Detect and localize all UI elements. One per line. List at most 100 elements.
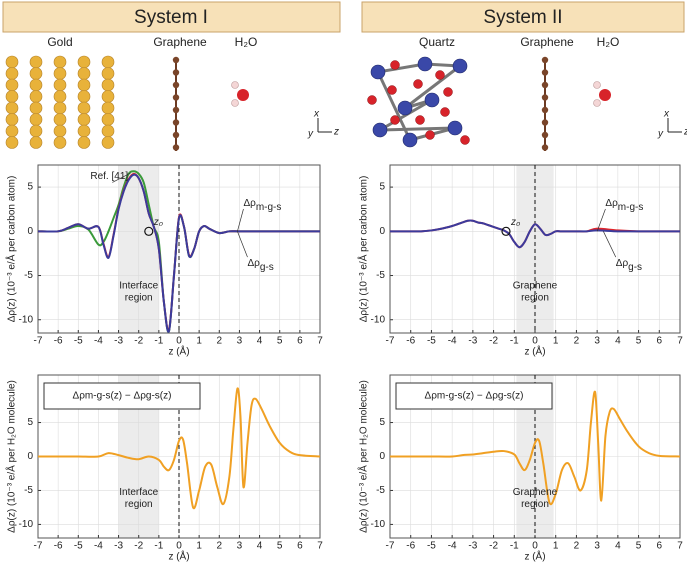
leader-line [596,208,606,232]
oxygen-atom [390,115,400,125]
gold-atom [5,136,19,149]
y-axis-label: Δρ(z) (10⁻³ e/Å per H₂O molecule) [5,380,18,533]
x-tick-label: -1 [154,336,163,347]
gold-atom [5,90,19,103]
carbon-atom [172,131,180,139]
gold-atom [53,55,67,69]
gold-atom [29,113,43,126]
z0-marker [501,226,511,236]
x-axis-label: z (Å) [168,550,189,563]
x-tick-label: -5 [427,541,436,552]
leader-line [112,172,131,183]
y-tick-label: -10 [371,314,386,325]
silicon-atom [452,58,468,74]
x-tick-label: 3 [237,336,243,347]
x-tick-label: 5 [636,336,642,347]
y-tick-label: -10 [19,519,34,530]
axis-glyph-label: y [307,129,314,140]
x-tick-label: -7 [386,336,395,347]
x-tick-label: 6 [297,336,303,347]
x-tick-label: 1 [553,336,559,347]
axis-glyph-label: x [663,109,670,120]
quartz-bond [404,64,461,110]
carbon-atom [172,119,180,126]
x-tick-label: 4 [257,541,263,552]
gold-atom [29,101,43,115]
x-tick-label: -1 [510,541,519,552]
leader-line [603,231,617,258]
gold-atom [77,55,91,69]
axis-glyph-label: z [333,127,339,138]
carbon-atom [172,56,180,64]
x-tick-label: -2 [134,336,143,347]
y-tick-label: 0 [27,451,33,462]
oxygen-atom [387,85,397,95]
silicon-atom [397,100,413,116]
silicon-atom [447,120,463,136]
data-line [38,387,321,510]
system-title: System II [483,7,562,28]
x-tick-label: 7 [317,541,323,552]
quartz-bond [376,71,412,141]
gold-atom [53,90,67,103]
gold-atom [5,101,19,115]
y-tick-label: -10 [19,314,34,325]
o-atom [237,89,249,101]
x-tick-label: 2 [574,336,580,347]
series-label: Ref. [41] [90,171,128,182]
z0-label: z₀ [510,217,520,228]
region-label: region [125,499,153,510]
gold-atom [77,124,91,138]
x-tick-label: 2 [574,541,580,552]
y-tick-label: 0 [27,226,33,237]
x-tick-label: 3 [594,336,600,347]
x-tick-label: -6 [54,541,63,552]
y-tick-label: -5 [24,270,33,281]
x-tick-label: -6 [54,336,63,347]
x-tick-label: 5 [636,541,642,552]
region-label: region [125,293,153,304]
x-tick-label: 4 [257,336,263,347]
x-tick-label: -1 [154,541,163,552]
gold-atom [101,101,115,115]
x-tick-label: 4 [615,336,621,347]
oxygen-atom [460,135,470,145]
gold-atom [101,124,115,138]
oxygen-atom [435,70,445,80]
x-tick-label: -5 [427,336,436,347]
region-label: Interface [119,281,158,292]
y-tick-label: 5 [379,182,385,193]
header-bar [2,1,341,33]
silicon-atom [372,122,388,138]
gold-atom [29,67,43,80]
x-tick-label: -3 [114,541,123,552]
gold-atom [101,90,115,103]
oxygen-atom [413,79,423,89]
h-atom [231,81,239,89]
carbon-atom [541,56,549,64]
axis-glyph-label: x [313,109,320,120]
x-tick-label: 3 [594,541,600,552]
gold-atom [77,113,91,126]
carbon-atom [541,131,549,139]
carbon-atom [541,81,549,89]
quartz-bond [379,126,456,132]
region-label: Graphene [513,487,558,498]
x-axis-label: z (Å) [524,345,545,358]
x-tick-label: -2 [134,541,143,552]
x-tick-label: -4 [94,336,103,347]
gold-atom [5,78,19,92]
y-tick-label: -5 [376,485,385,496]
x-tick-label: 6 [657,541,663,552]
x-tick-label: -7 [34,541,43,552]
x-tick-label: 0 [532,541,538,552]
gold-atom [77,90,91,103]
x-tick-label: -4 [448,541,457,552]
gold-atom [53,101,67,115]
quartz-bond [377,62,426,74]
region-label: region [521,293,549,304]
h-atom [593,81,601,89]
gold-atom [29,90,43,103]
oxygen-atom [415,115,425,125]
